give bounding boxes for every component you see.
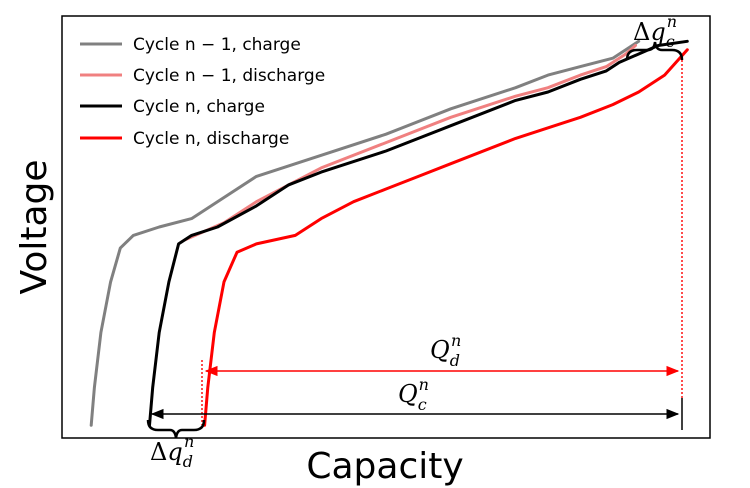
legend-label-cycle-n-minus-1-discharge: Cycle n − 1, discharge: [133, 66, 325, 86]
dqd-label-delta: Δ: [150, 438, 167, 466]
qd-label: Qdn: [430, 331, 461, 370]
dqd-label: Δqdn: [150, 432, 194, 471]
qd-label-main: Q: [430, 336, 450, 364]
dqc-label-sup: n: [667, 12, 677, 31]
qc-label: Qcn: [398, 375, 429, 414]
x-axis-title: Capacity: [306, 446, 463, 487]
series-line-2: [148, 39, 689, 427]
y-axis-title: Voltage: [14, 159, 55, 294]
qc-label-sub: c: [418, 395, 427, 414]
legend-label-cycle-n-discharge: Cycle n, discharge: [133, 129, 289, 149]
dqd-brace: [146, 419, 206, 439]
plot-frame: [61, 15, 711, 439]
qc-label-sup: n: [419, 375, 429, 394]
qd-label-sub: d: [450, 351, 460, 370]
dqd-label-sup: n: [184, 432, 194, 451]
series-line-0: [89, 39, 641, 427]
dqc-brace: [625, 41, 684, 61]
dqc-label: Δqcn: [633, 12, 677, 51]
dqc-label-main: q: [650, 18, 665, 46]
legend-label-cycle-n-charge: Cycle n, charge: [133, 97, 265, 117]
dqd-label-sub: d: [183, 452, 193, 471]
qc-label-main: Q: [398, 380, 418, 408]
legend-label-cycle-n-minus-1-charge: Cycle n − 1, charge: [133, 35, 301, 55]
qd-label-sup: n: [451, 331, 461, 350]
legend: Cycle n − 1, charge Cycle n − 1, dischar…: [80, 35, 325, 149]
dqc-label-sub: c: [666, 32, 675, 51]
dqd-label-main: q: [167, 438, 182, 466]
series-layer: [89, 39, 689, 427]
series-line-3: [203, 48, 689, 427]
dqc-label-delta: Δ: [633, 18, 650, 46]
